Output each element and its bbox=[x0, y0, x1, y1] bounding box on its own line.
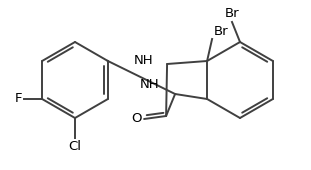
Text: NH: NH bbox=[139, 78, 159, 91]
Text: O: O bbox=[132, 113, 142, 125]
Text: NH: NH bbox=[134, 55, 153, 67]
Text: F: F bbox=[15, 92, 22, 106]
Text: Br: Br bbox=[214, 25, 229, 38]
Text: Cl: Cl bbox=[68, 140, 81, 153]
Text: Br: Br bbox=[225, 7, 239, 20]
